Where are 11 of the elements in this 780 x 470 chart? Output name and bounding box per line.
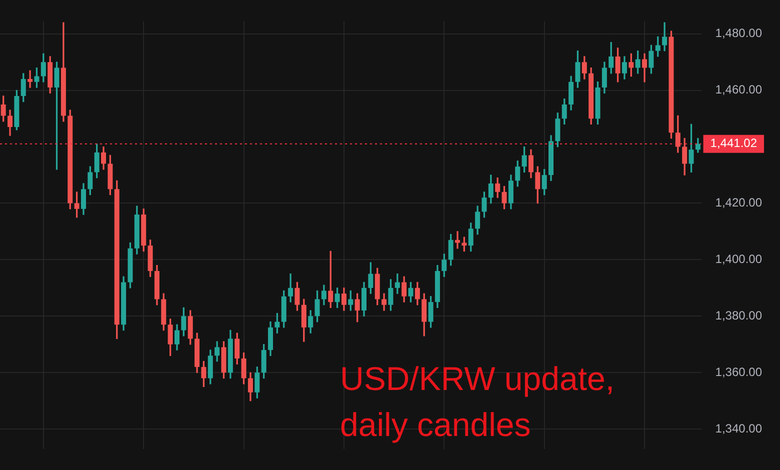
candlestick (28, 70, 33, 88)
y-tick-label: 1,340.00 (715, 421, 762, 436)
y-tick-label: 1,480.00 (715, 26, 762, 40)
y-tick-label: 1,380.00 (715, 308, 762, 322)
y-tick-label: 1,420.00 (715, 196, 762, 210)
candlestick (455, 231, 460, 249)
y-tick-label: 1,400.00 (715, 252, 762, 266)
y-tick-label: 1,460.00 (715, 82, 762, 97)
y-tick-label: 1,360.00 (715, 364, 762, 379)
ref-line-label: 1,441.02 (710, 136, 758, 150)
annotation: USD/KRW update, daily candles (340, 360, 615, 443)
